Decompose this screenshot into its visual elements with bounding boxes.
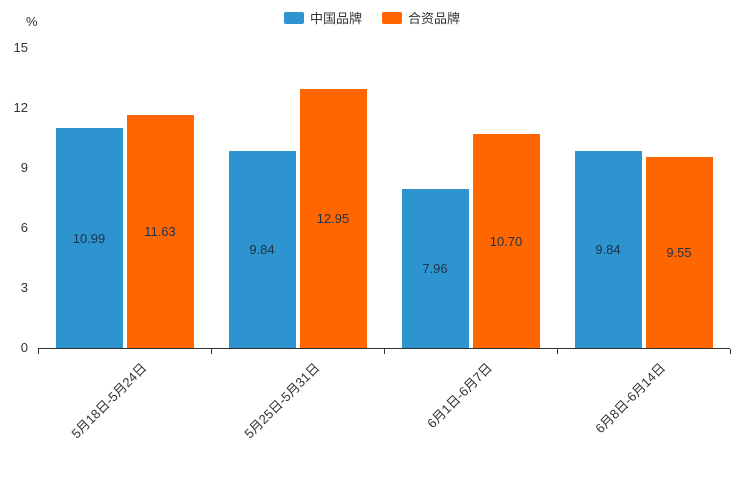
x-axis-tick-mark <box>730 349 731 354</box>
bar-value-label: 9.84 <box>595 242 621 258</box>
legend-swatch-icon <box>382 11 402 24</box>
x-axis-line <box>38 348 730 349</box>
x-axis-tick-mark <box>557 349 558 354</box>
bar-合资品牌: 11.63 <box>126 115 194 348</box>
bar-合资品牌: 9.55 <box>645 157 713 348</box>
x-axis-tick-mark <box>38 349 39 354</box>
bar-value-label: 7.96 <box>422 260 448 276</box>
bar-value-label: 12.95 <box>316 211 350 226</box>
y-axis-tick-label: 12 <box>13 100 28 115</box>
bar-合资品牌: 12.95 <box>299 89 367 348</box>
bar-中国品牌: 9.84 <box>574 151 642 348</box>
bar-中国品牌: 7.96 <box>401 188 469 348</box>
y-axis-tick-label: 0 <box>20 340 28 355</box>
bar-value-label: 10.99 <box>72 230 106 246</box>
legend-item-中国品牌[interactable]: 中国品牌 <box>283 8 362 27</box>
y-axis-unit-label: % <box>26 14 38 29</box>
bar-value-label: 11.63 <box>144 224 176 240</box>
x-axis-category-label: 5月18日-5月24日 <box>68 360 150 442</box>
x-axis-tick-mark <box>211 349 212 354</box>
x-axis-category-label: 5月25日-5月31日 <box>241 360 323 442</box>
bar-合资品牌: 10.70 <box>472 134 540 348</box>
bar-中国品牌: 10.99 <box>55 128 123 348</box>
bar-value-label: 10.70 <box>489 233 523 249</box>
legend-swatch-icon <box>283 11 304 24</box>
x-axis-tick-mark <box>384 349 385 354</box>
x-axis-category-label: 6月1日-6月7日 <box>424 360 496 432</box>
bar-中国品牌: 9.84 <box>228 151 296 348</box>
x-axis-category-label: 6月8日-6月14日 <box>592 360 669 437</box>
y-axis-tick-label: 3 <box>20 280 28 295</box>
legend-label: 中国品牌 <box>309 11 362 26</box>
y-axis-tick-label: 15 <box>13 40 28 55</box>
chart-legend: 中国品牌 合资品牌 <box>0 8 744 27</box>
legend-label: 合资品牌 <box>408 11 461 26</box>
y-axis-tick-label: 9 <box>20 160 28 175</box>
y-axis-tick-label: 6 <box>20 220 28 235</box>
legend-item-合资品牌[interactable]: 合资品牌 <box>382 8 460 27</box>
bar-value-label: 9.55 <box>666 245 692 260</box>
bar-value-label: 9.84 <box>249 242 275 258</box>
